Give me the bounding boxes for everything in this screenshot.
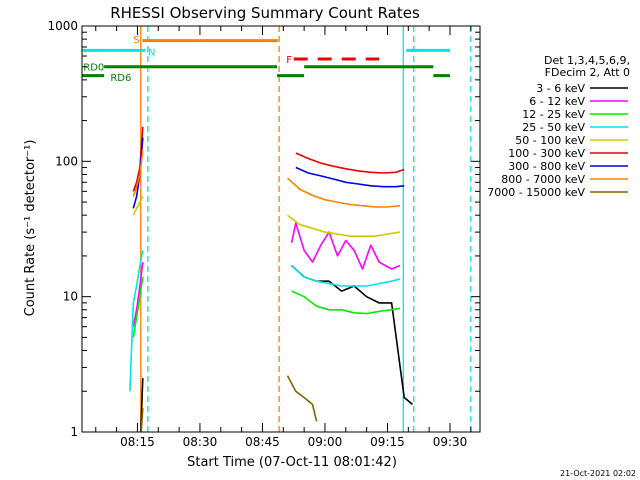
x-tick-label: 09:15 bbox=[370, 435, 405, 449]
series-line-4-0 bbox=[132, 196, 144, 216]
flag-label-rd6: RD6 bbox=[110, 73, 131, 84]
y-tick-label: 1000 bbox=[47, 19, 78, 33]
series-line-4-1 bbox=[287, 214, 401, 237]
legend-entry-5: 100 - 300 keV bbox=[508, 147, 585, 160]
series-line-7-1 bbox=[286, 177, 401, 208]
series-line-3-0 bbox=[129, 250, 144, 392]
series-line-5-1 bbox=[295, 152, 405, 174]
y-tick-label: 100 bbox=[55, 154, 78, 168]
plot-content: SN F RD0 RD6 bbox=[82, 26, 472, 433]
legend-entry-0: 3 - 6 keV bbox=[536, 82, 585, 95]
y-tick-label: 10 bbox=[63, 290, 78, 304]
x-tick-label: 08:30 bbox=[183, 435, 218, 449]
legend-entry-1: 6 - 12 keV bbox=[529, 95, 585, 108]
series-line-2-0 bbox=[132, 276, 144, 338]
x-tick-label: 08:15 bbox=[120, 435, 155, 449]
legend-entry-4: 50 - 100 keV bbox=[515, 134, 585, 147]
footer-date: 21-Oct-2021 02:02 bbox=[560, 469, 636, 478]
x-axis-label: Start Time (07-Oct-11 08:01:42) bbox=[187, 455, 397, 470]
flag-label-s: S bbox=[133, 35, 139, 46]
flag-label-rd0: RD0 bbox=[83, 63, 104, 74]
series-line-8-1 bbox=[286, 375, 318, 422]
flag-label-f: F bbox=[286, 55, 292, 66]
flag-label-n: N bbox=[148, 47, 155, 58]
series-line-1-1 bbox=[290, 222, 401, 270]
x-tick-label: 08:45 bbox=[245, 435, 280, 449]
legend-entry-8: 7000 - 15000 keV bbox=[487, 186, 585, 199]
series-line-3-1 bbox=[291, 264, 401, 287]
y-axis-label: Count Rate (s⁻¹ detector⁻¹) bbox=[23, 140, 38, 317]
legend-header-1: FDecim 2, Att 0 bbox=[545, 66, 630, 79]
legend-entry-7: 800 - 7000 keV bbox=[501, 173, 585, 186]
legend-entry-2: 12 - 25 keV bbox=[522, 108, 585, 121]
series-line-6-1 bbox=[295, 166, 405, 188]
chart-title: RHESSI Observing Summary Count Rates bbox=[110, 4, 420, 22]
series-line-8-0 bbox=[140, 408, 144, 433]
legend-entry-3: 25 - 50 keV bbox=[522, 121, 585, 134]
series-line-1-0 bbox=[132, 262, 144, 327]
x-tick-label: 09:30 bbox=[433, 435, 468, 449]
y-tick-label: 1 bbox=[70, 425, 78, 439]
series-line-2-1 bbox=[291, 290, 401, 315]
axes: 1 10 100 1000 08:15 08:30 08:45 09:00 09:15 09:30 bbox=[47, 19, 480, 449]
plot-frame bbox=[81, 25, 481, 433]
legend-header-0: Det 1,3,4,5,6,9, bbox=[544, 54, 630, 67]
legend: Det 1,3,4,5,6,9,FDecim 2, Att 0 3 - 6 keV… bbox=[487, 54, 630, 199]
x-tick-label: 09:00 bbox=[308, 435, 343, 449]
legend-entry-6: 300 - 800 keV bbox=[508, 160, 585, 173]
series-line-7-0 bbox=[132, 150, 144, 197]
